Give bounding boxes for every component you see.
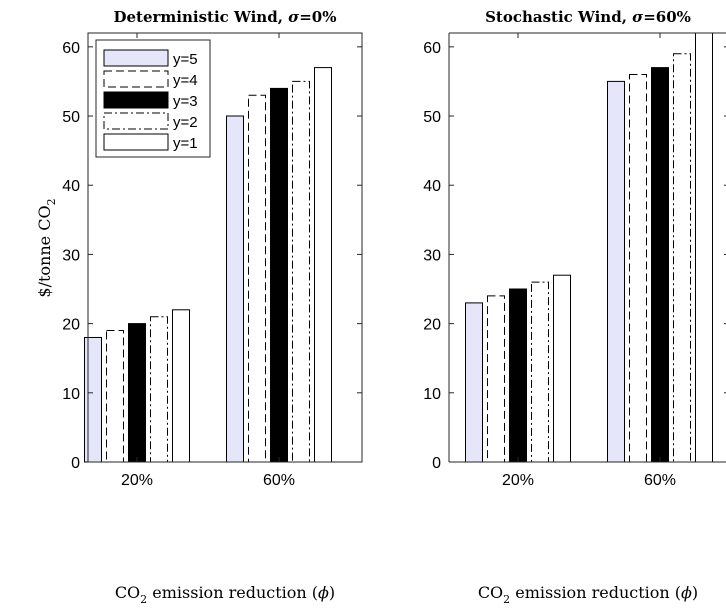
x-axis-label: CO2 emission reduction (ϕ)	[478, 583, 698, 606]
legend: y=5 y=4 y=3 y=2 y=1	[95, 39, 211, 158]
x-tick-label: 20%	[502, 472, 534, 489]
x-tick-label: 20%	[121, 472, 153, 489]
bar-y3-20pct	[509, 288, 527, 463]
bar-y5-60pct	[607, 80, 625, 463]
legend-label: y=3	[173, 93, 198, 110]
bars-deterministic	[84, 67, 332, 463]
bar-y1-60pct	[314, 67, 332, 463]
legend-swatch	[103, 91, 169, 109]
bar-y2-20pct	[150, 316, 168, 463]
bar-y3-60pct	[270, 87, 288, 463]
bar-y1-20pct	[553, 274, 571, 463]
legend-label: y=1	[173, 135, 198, 152]
legend-label: y=5	[173, 51, 198, 68]
bar-y2-20pct	[531, 281, 549, 463]
bar-y4-20pct	[487, 295, 505, 463]
y-tick-label: 60	[62, 40, 80, 57]
bar-y2-60pct	[292, 80, 310, 463]
bar-y4-60pct	[629, 74, 647, 463]
bar-y3-60pct	[651, 67, 669, 463]
y-tick-label: 50	[423, 109, 441, 126]
bar-y4-20pct	[106, 330, 124, 463]
legend-swatch	[103, 49, 169, 67]
y-axis-label: $/tonne CO2	[35, 198, 58, 297]
bar-y1-60pct	[695, 33, 713, 463]
x-ticks: 20% 60%	[502, 33, 676, 489]
x-tick-label: 60%	[263, 472, 295, 489]
legend-label: y=2	[173, 114, 198, 131]
bar-y2-60pct	[673, 53, 691, 463]
y-tick-label: 10	[62, 386, 80, 403]
x-tick-label: 60%	[644, 472, 676, 489]
chart-title: Stochastic Wind, σ=60%	[485, 8, 691, 26]
panel-deterministic: 0 10 20 30 40 50 60 20% 60% Deterministic Wind,…	[35, 8, 363, 606]
bar-y1-20pct	[172, 309, 190, 463]
y-tick-label: 30	[423, 247, 441, 264]
bar-y5-20pct	[465, 302, 483, 463]
legend-label: y=4	[173, 72, 198, 89]
bar-y4-60pct	[248, 94, 266, 463]
bar-y5-20pct	[84, 337, 102, 463]
y-tick-label: 10	[423, 386, 441, 403]
x-ticks: 20% 60%	[121, 33, 295, 489]
y-ticks: 0 10 20 30 40 50 60	[62, 40, 362, 472]
y-tick-label: 0	[71, 455, 80, 472]
x-axis-label: CO2 emission reduction (ϕ)	[115, 583, 335, 606]
bar-y3-20pct	[128, 323, 146, 463]
bars-stochastic	[465, 33, 713, 463]
legend-swatch	[103, 133, 169, 151]
y-tick-label: 40	[62, 178, 80, 195]
legend-swatch	[103, 70, 169, 88]
bar-y5-60pct	[226, 115, 244, 463]
y-tick-label: 20	[62, 317, 80, 334]
y-ticks: 0 10 20 30 40 50 60	[423, 40, 726, 472]
y-tick-label: 60	[423, 40, 441, 57]
legend-swatch	[103, 112, 169, 130]
y-tick-label: 40	[423, 178, 441, 195]
y-tick-label: 20	[423, 317, 441, 334]
axes-box	[87, 32, 363, 463]
legend-items: y=5 y=4 y=3 y=2 y=1	[103, 49, 198, 152]
panel-stochastic: 0 10 20 30 40 50 60 20% 60% Stochastic Wind, σ=…	[423, 8, 726, 606]
y-tick-label: 50	[62, 109, 80, 126]
chart-title: Deterministic Wind, σ=0%	[114, 8, 337, 26]
y-tick-label: 30	[62, 247, 80, 264]
y-tick-label: 0	[432, 455, 441, 472]
